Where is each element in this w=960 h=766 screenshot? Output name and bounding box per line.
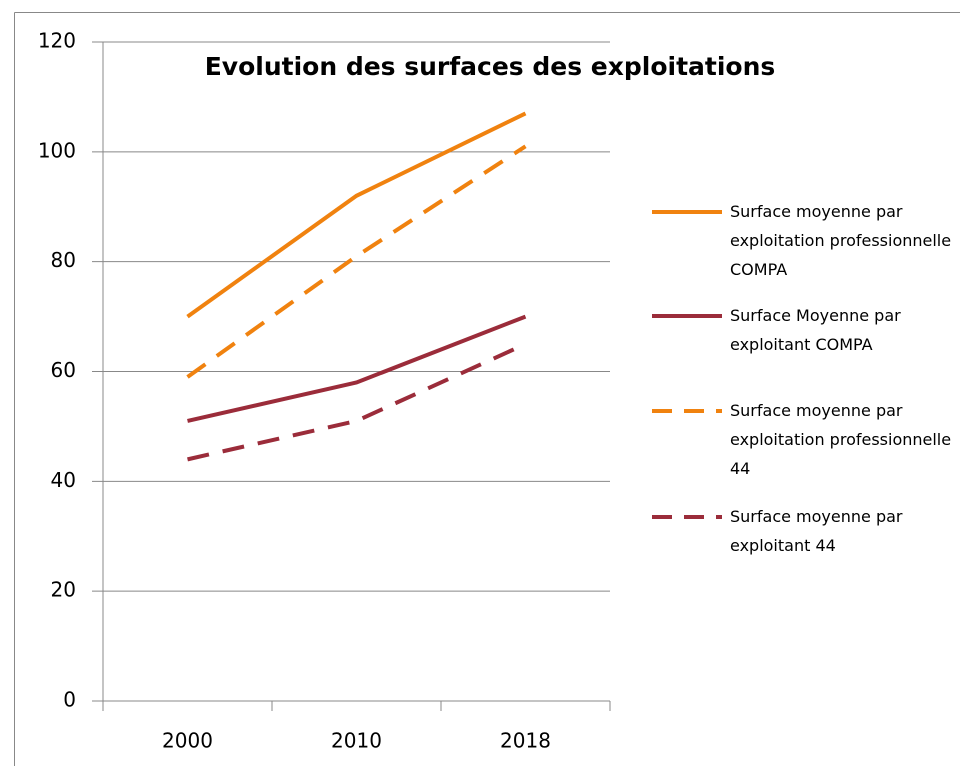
series-line bbox=[186, 111, 527, 319]
y-tick-label: 20 bbox=[51, 578, 76, 602]
y-tick-label: 120 bbox=[38, 29, 76, 53]
x-tick-label: 2000 bbox=[162, 729, 213, 753]
y-tick-label: 0 bbox=[63, 688, 76, 712]
y-tick-label: 60 bbox=[51, 358, 76, 382]
legend-label: Surface Moyenne par exploitant COMPA bbox=[730, 306, 901, 354]
y-tick-label: 80 bbox=[51, 248, 76, 272]
series-line bbox=[186, 144, 527, 379]
series-line bbox=[187, 314, 527, 423]
series-line bbox=[187, 342, 527, 462]
legend-label: Surface moyenne par exploitation profess… bbox=[730, 401, 952, 478]
x-tick-label: 2010 bbox=[331, 729, 382, 753]
chart-title: Evolution des surfaces des exploitations bbox=[205, 52, 776, 81]
y-tick-label: 100 bbox=[38, 138, 76, 162]
legend-label: Surface moyenne par exploitant 44 bbox=[730, 507, 903, 555]
x-tick-label: 2018 bbox=[500, 729, 551, 753]
legend-label: Surface moyenne par exploitation profess… bbox=[730, 202, 952, 279]
y-tick-label: 40 bbox=[51, 468, 76, 492]
